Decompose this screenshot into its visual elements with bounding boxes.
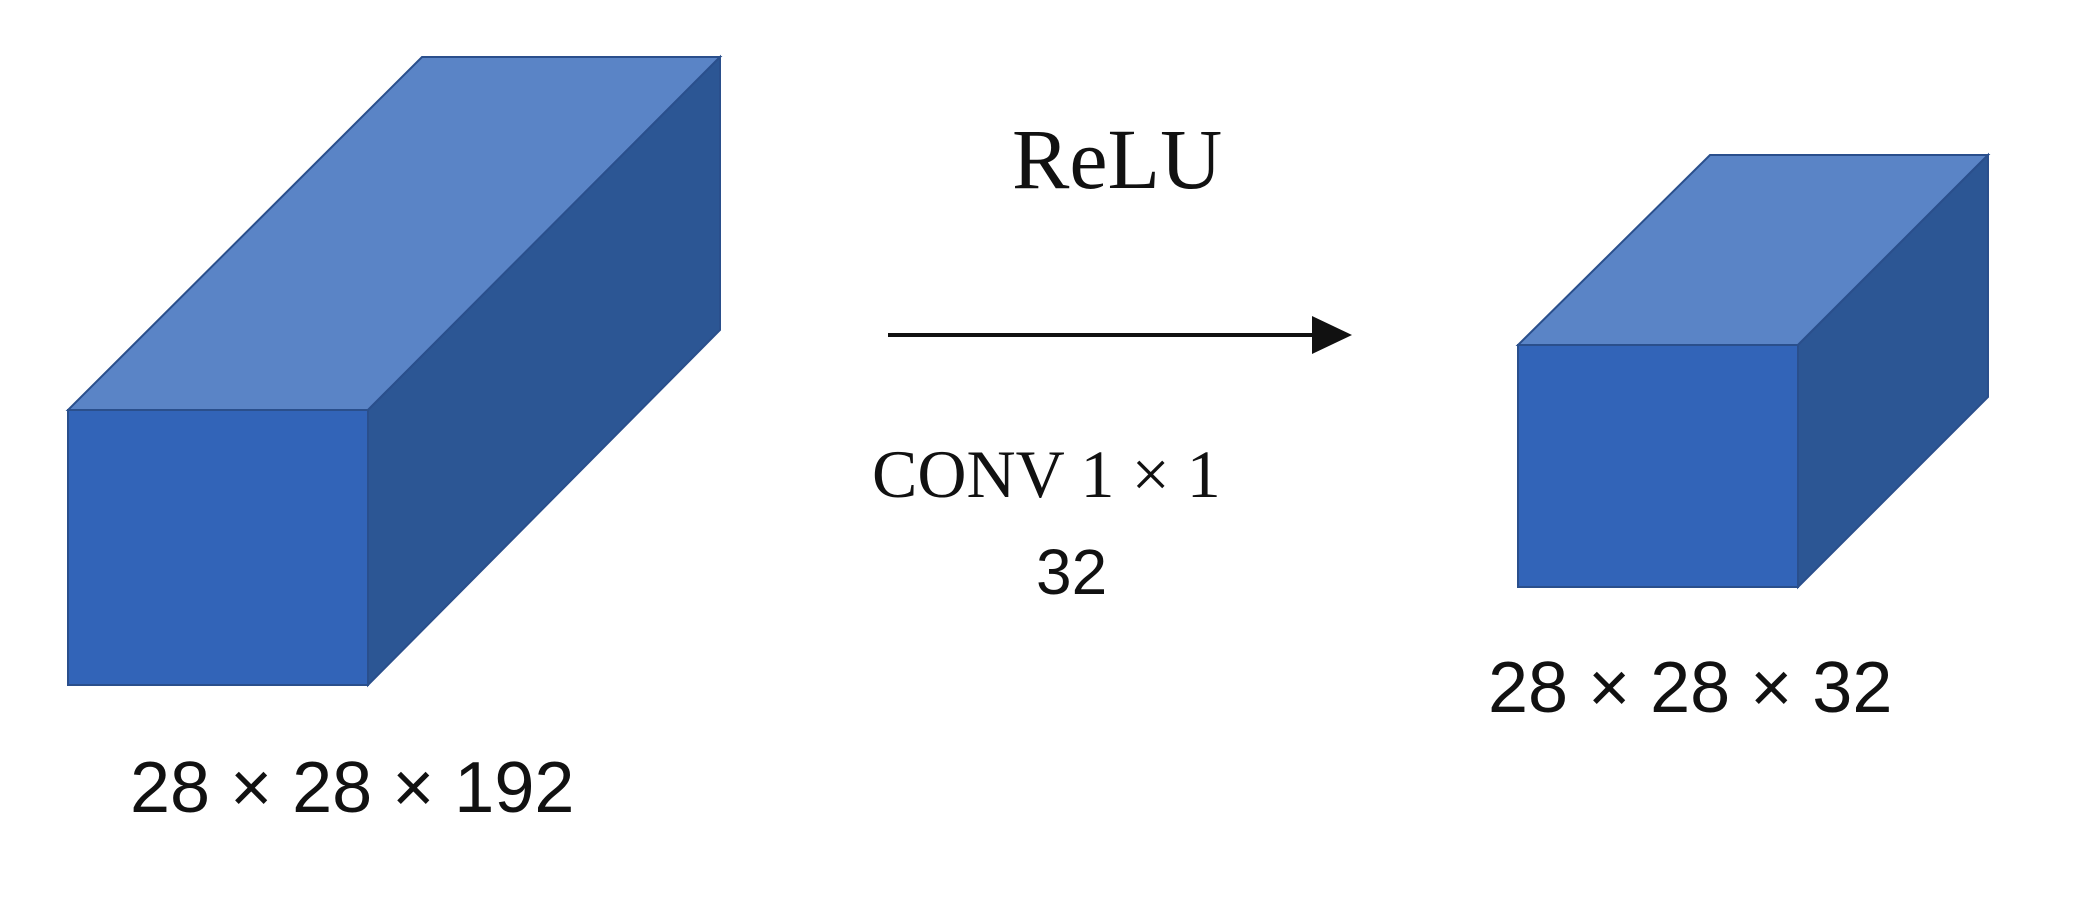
arrow-head — [1312, 316, 1352, 354]
output-volume-block — [1515, 152, 1991, 590]
output-volume-front-face — [1517, 344, 1799, 588]
input-volume-label: 28 × 28 × 192 — [130, 748, 575, 828]
input-volume-front-face — [67, 409, 369, 686]
activation-label: ReLU — [1012, 111, 1223, 207]
filter-count-label: 32 — [1036, 536, 1108, 608]
input-volume-block — [65, 54, 723, 688]
transform-arrow — [888, 316, 1352, 354]
conv-label: CONV 1 × 1 — [872, 436, 1221, 512]
output-volume-label: 28 × 28 × 32 — [1488, 648, 1893, 728]
